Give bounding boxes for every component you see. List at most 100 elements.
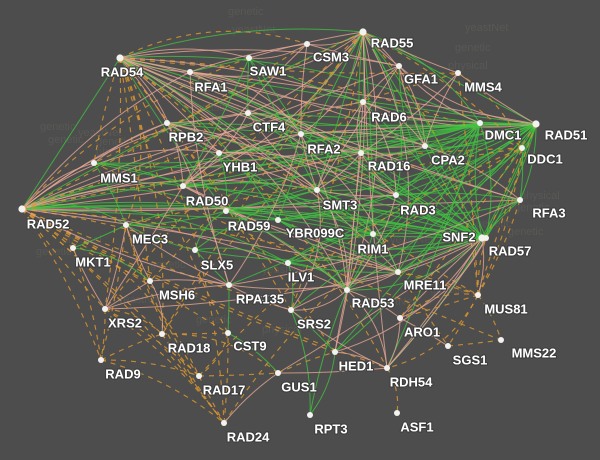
graph-node-rad59[interactable] — [223, 208, 229, 214]
graph-node-cpa2[interactable] — [422, 143, 428, 149]
edge-physical — [119, 57, 348, 291]
graph-node-slx5[interactable] — [192, 247, 198, 253]
node-label-srs2: SRS2 — [297, 316, 331, 331]
graph-node-rad50[interactable] — [180, 183, 186, 189]
graph-node-mus81[interactable] — [475, 292, 481, 298]
edge-coexpression — [21, 57, 121, 210]
graph-node-gfa1[interactable] — [396, 63, 402, 69]
edge-coexpression — [72, 224, 127, 249]
graph-node-ctf4[interactable] — [245, 110, 251, 116]
edge-physical — [360, 152, 397, 196]
node-label-rfa2: RFA2 — [307, 141, 340, 156]
edge-physical — [149, 280, 163, 335]
graph-node-rad51[interactable] — [532, 120, 540, 128]
edge-coexpression — [72, 247, 151, 282]
edge-genetic — [397, 271, 449, 347]
edge-physical — [189, 43, 308, 73]
graph-node-rfa3[interactable] — [517, 197, 523, 203]
graph-node-smt3[interactable] — [314, 187, 320, 193]
graph-node-rad9[interactable] — [98, 357, 104, 363]
edge-genetic — [447, 339, 502, 347]
edge-physical — [247, 112, 399, 273]
edge-genetic — [100, 359, 200, 377]
graph-node-rad3[interactable] — [393, 192, 399, 198]
graph-node-mms4[interactable] — [455, 70, 461, 76]
background-watermark: physical — [520, 190, 560, 202]
graph-node-rim1[interactable] — [370, 231, 376, 237]
edge-coexpression — [182, 185, 483, 239]
edge-physical — [104, 271, 399, 310]
edge-coexpression — [346, 233, 374, 291]
edge-genetic — [104, 308, 225, 424]
edge-physical — [334, 351, 388, 369]
graph-node-rfa1[interactable] — [187, 69, 193, 75]
background-watermark: yeastNet — [78, 127, 121, 139]
graph-node-gus1[interactable] — [275, 370, 281, 376]
edge-coexpression — [372, 232, 483, 239]
graph-node-mec3[interactable] — [123, 222, 129, 228]
graph-node-aro1[interactable] — [397, 315, 403, 321]
graph-node-msh6[interactable] — [147, 278, 153, 284]
edge-genetic — [21, 208, 479, 296]
graph-node-asf1[interactable] — [394, 410, 400, 416]
graph-node-cst9[interactable] — [225, 330, 231, 336]
graph-node-ddc1[interactable] — [519, 145, 525, 151]
edge-physical — [399, 317, 449, 347]
graph-node-yhb1[interactable] — [216, 150, 222, 156]
edge-genetic — [397, 271, 479, 296]
edge-genetic — [161, 332, 229, 335]
graph-node-csm3[interactable] — [304, 41, 310, 47]
graph-node-rad17[interactable] — [196, 373, 202, 379]
graph-node-rpa135[interactable] — [226, 282, 232, 288]
node-layer[interactable] — [18, 28, 540, 426]
graph-node-mms22[interactable] — [498, 337, 504, 343]
graph-node-rad6[interactable] — [360, 99, 366, 105]
edge-coexpression — [287, 262, 399, 273]
graph-node-rad53[interactable] — [344, 287, 350, 293]
edge-physical — [346, 152, 362, 291]
graph-node-rad54[interactable] — [116, 54, 124, 62]
graph-node-rad55[interactable] — [359, 28, 367, 36]
graph-node-hed1[interactable] — [332, 349, 338, 355]
edge-coexpression — [93, 122, 481, 168]
edge-coexpression — [166, 122, 374, 235]
graph-node-ybr099c[interactable] — [275, 217, 281, 223]
graph-node-xrs2[interactable] — [102, 306, 108, 312]
edge-physical — [218, 152, 397, 196]
edge-genetic — [119, 57, 336, 353]
graph-node-mre11[interactable] — [395, 269, 401, 275]
graph-node-rad16[interactable] — [358, 150, 364, 156]
edge-coexpression — [287, 233, 374, 264]
node-label-cst9: CST9 — [233, 338, 266, 353]
graph-node-saw1[interactable] — [246, 55, 252, 61]
graph-node-rpb2[interactable] — [164, 120, 170, 126]
graph-node-rpt3[interactable] — [307, 412, 313, 418]
graph-node-rdh54[interactable] — [384, 365, 390, 371]
graph-node-mms1[interactable] — [91, 160, 97, 166]
graph-node-rad57[interactable] — [483, 235, 489, 241]
edge-physical — [189, 71, 481, 124]
graph-node-sgs1[interactable] — [445, 343, 451, 349]
edge-physical — [119, 57, 184, 187]
graph-node-ilv1[interactable] — [285, 260, 291, 266]
edge-physical — [93, 122, 168, 164]
background-watermark: genetic — [514, 202, 550, 214]
graph-node-mkt1[interactable] — [70, 245, 76, 251]
edge-physical — [277, 367, 388, 374]
background-watermark: genetic — [455, 42, 491, 54]
node-label-rad51: RAD51 — [545, 127, 588, 142]
graph-node-rfa2[interactable] — [298, 131, 304, 137]
graph-node-rad24[interactable] — [221, 420, 227, 426]
graph-node-rad18[interactable] — [159, 331, 165, 337]
graph-node-rad52[interactable] — [18, 205, 26, 213]
node-label-slx5: SLX5 — [201, 257, 234, 272]
graph-node-srs2[interactable] — [288, 307, 294, 313]
graph-node-dmc1[interactable] — [477, 120, 483, 126]
edge-coexpression — [277, 219, 348, 291]
edge-coexpression — [398, 65, 483, 239]
node-label-rpb2: RPB2 — [169, 129, 204, 144]
node-label-cpa2: CPA2 — [431, 152, 465, 167]
edge-genetic — [100, 308, 106, 361]
